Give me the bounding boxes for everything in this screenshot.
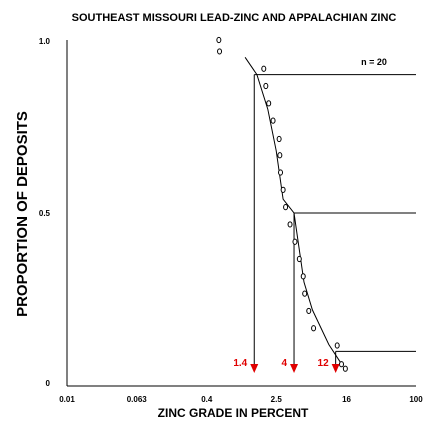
data-point	[287, 221, 293, 228]
data-point	[311, 325, 317, 332]
x-tick-label: 0.4	[201, 395, 213, 404]
percentile-label: 1.4	[233, 358, 247, 369]
data-point	[263, 82, 269, 90]
y-tick-label: 0	[46, 379, 51, 388]
data-point	[280, 186, 286, 193]
data-point	[217, 48, 223, 55]
y-tick-labels: 0 0.5 1.0	[39, 37, 51, 388]
percentile-arrows: 1.4 4 12	[233, 358, 340, 373]
data-point	[270, 117, 276, 124]
data-point	[302, 290, 308, 297]
data-point	[334, 342, 340, 349]
sample-size-annotation: n = 20	[361, 57, 387, 67]
fitted-curve	[244, 57, 341, 363]
data-point	[277, 152, 283, 159]
x-tick-label: 0.063	[127, 395, 148, 404]
percentile-arrowhead	[290, 364, 299, 373]
data-point	[261, 65, 267, 72]
chart-title: SOUTHEAST MISSOURI LEAD-ZINC AND APPALAC…	[72, 12, 397, 24]
x-tick-label: 100	[409, 395, 423, 404]
data-point	[300, 273, 306, 280]
y-tick-label: 1.0	[39, 37, 51, 46]
percentile-arrowhead	[331, 364, 340, 373]
data-point	[342, 365, 348, 372]
data-point	[283, 204, 289, 211]
percentile-label: 4	[281, 358, 287, 369]
x-tick-label: 0.01	[59, 395, 75, 404]
percentile-arrowhead	[250, 364, 259, 373]
data-point	[338, 361, 344, 368]
axes	[66, 40, 416, 387]
y-axis-label: PROPORTION OF DEPOSITS	[14, 111, 31, 317]
x-tick-labels: 0.01 0.063 0.4 2.5 16 100	[59, 395, 423, 404]
percentile-lines	[253, 74, 416, 364]
data-point	[306, 307, 312, 315]
data-points	[216, 36, 348, 372]
x-tick-label: 2.5	[271, 395, 283, 404]
data-point	[216, 36, 222, 44]
y-tick-label: 0.5	[39, 209, 51, 218]
data-point	[276, 135, 282, 143]
x-axis-label: ZINC GRADE IN PERCENT	[158, 406, 309, 420]
data-point	[278, 169, 284, 176]
x-tick-label: 16	[342, 395, 351, 404]
data-point	[296, 255, 302, 263]
data-point	[292, 238, 298, 245]
data-point	[266, 100, 272, 107]
percentile-label: 12	[318, 358, 330, 369]
